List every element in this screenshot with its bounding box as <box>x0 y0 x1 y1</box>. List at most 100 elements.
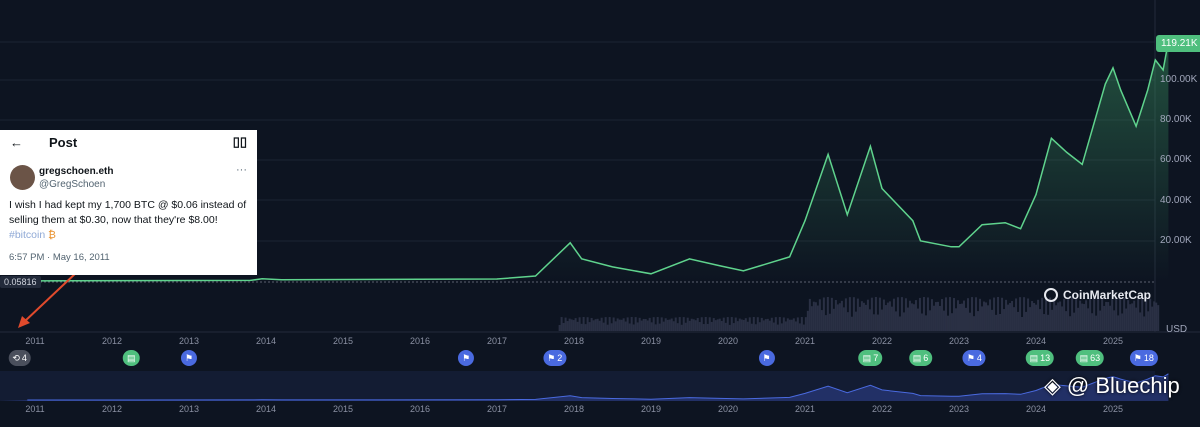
tweet-timestamp[interactable]: 6:57 PM · May 16, 2011 <box>9 252 110 263</box>
volume-bar <box>983 301 986 331</box>
volume-bar <box>1093 297 1096 331</box>
volume-bar <box>776 324 779 331</box>
x-tick: 2013 <box>178 404 200 414</box>
volume-bar <box>832 308 835 331</box>
bluechip-watermark: ◈ @ Bluechip <box>1044 371 1180 401</box>
volume-bar <box>726 317 729 331</box>
volume-bar <box>1135 307 1138 331</box>
x-tick: 2012 <box>101 404 123 414</box>
volume-bar <box>874 297 877 331</box>
volume-bar <box>1131 303 1134 331</box>
volume-bar <box>1037 299 1040 331</box>
volume-bar <box>866 299 869 331</box>
x-tick: 2019 <box>640 336 662 346</box>
reader-icon[interactable]: ▯▯ <box>232 134 247 149</box>
author-handle[interactable]: @GregSchoen <box>39 179 106 190</box>
x-tick: 2012 <box>101 336 123 346</box>
author-name[interactable]: gregschoen.eth <box>39 166 114 177</box>
volume-bar <box>1119 297 1122 331</box>
volume-bar <box>963 300 966 331</box>
data-point <box>1120 89 1122 91</box>
volume-bar <box>676 323 679 331</box>
volume-bar <box>778 317 781 331</box>
event-marker-flag[interactable]: ⚑ <box>458 350 475 366</box>
volume-bar <box>908 300 911 331</box>
volume-bar <box>706 323 709 331</box>
volume-bar <box>654 324 657 331</box>
volume-bar <box>896 297 899 331</box>
hashtag-link[interactable]: #bitcoin <box>9 229 46 241</box>
event-marker-news[interactable]: ▤ 13 <box>1025 350 1055 366</box>
volume-bar <box>796 317 799 331</box>
data-point <box>1135 125 1137 127</box>
volume-bar <box>852 297 855 331</box>
volume-bar <box>1049 297 1052 331</box>
navigator-area <box>0 373 1169 401</box>
volume-bar <box>882 299 885 331</box>
volume-bar <box>1113 310 1116 331</box>
volume-bar <box>768 320 771 331</box>
event-marker-news[interactable]: ▤ 63 <box>1075 350 1105 366</box>
volume-bar <box>710 321 713 331</box>
data-point <box>1004 222 1006 224</box>
x-tick: 2016 <box>409 336 431 346</box>
volume-bar <box>734 317 737 331</box>
event-marker-flag[interactable]: ⚑ 18 <box>1129 350 1158 366</box>
data-point <box>869 145 872 147</box>
x-tick: 2019 <box>640 404 662 414</box>
volume-bar <box>902 312 905 331</box>
x-tick: 2016 <box>409 404 431 414</box>
event-marker-history[interactable]: ⟲ 4 <box>8 350 31 366</box>
volume-bar <box>870 297 873 331</box>
volume-bar <box>766 318 769 331</box>
x-tick: 2022 <box>871 404 893 414</box>
event-marker-news[interactable]: ▤ 7 <box>858 350 883 366</box>
volume-bar <box>562 322 565 331</box>
volume-bar <box>912 304 915 331</box>
data-point <box>981 224 983 226</box>
news-icon: ▤ <box>126 352 136 363</box>
event-marker-flag[interactable]: ⚑ 4 <box>962 350 986 366</box>
volume-bar <box>1145 297 1148 331</box>
volume-bar <box>794 321 797 331</box>
volume-bar <box>1143 316 1146 331</box>
volume-bar <box>704 317 707 331</box>
volume-bar <box>612 317 615 331</box>
volume-bar <box>672 321 675 331</box>
volume-bar <box>610 323 613 331</box>
volume-bar <box>596 318 599 331</box>
volume-bar <box>1059 301 1062 331</box>
volume-bar <box>600 317 603 331</box>
data-point <box>1066 151 1068 153</box>
event-count: 18 <box>1143 353 1154 363</box>
event-marker-flag[interactable]: ⚑ <box>758 350 775 366</box>
volume-bar <box>578 317 581 331</box>
volume-bar <box>959 303 961 331</box>
event-marker-flag[interactable]: ⚑ 2 <box>543 350 567 366</box>
volume-bar <box>622 318 625 331</box>
volume-bar <box>1107 302 1110 331</box>
event-marker-flag[interactable]: ⚑ <box>180 350 198 366</box>
volume-bar <box>975 297 978 331</box>
volume-bar <box>1043 314 1046 331</box>
volume-bar <box>1051 309 1054 331</box>
back-arrow-icon[interactable]: ← <box>10 134 23 150</box>
baseline-price-label: 0.05816 <box>0 276 41 288</box>
more-icon[interactable]: ··· <box>236 164 247 176</box>
event-marker-news[interactable]: ▤ 6 <box>908 350 933 366</box>
data-point <box>581 258 583 260</box>
volume-bar <box>826 297 829 331</box>
volume-bar <box>1063 298 1066 331</box>
volume-bar <box>1139 312 1142 331</box>
event-marker-news[interactable]: ▤ <box>122 350 140 366</box>
tweet-text: I wish I had kept my 1,700 BTC @ $0.06 i… <box>9 198 254 243</box>
avatar[interactable] <box>10 165 35 190</box>
volume-bar <box>712 318 715 331</box>
volume-bar <box>716 319 719 331</box>
volume-bar <box>1041 297 1044 331</box>
data-point <box>1147 89 1149 91</box>
navigator-line <box>27 373 1169 401</box>
volume-bar <box>1075 298 1078 331</box>
x-tick: 2022 <box>871 336 893 346</box>
volume-bar <box>910 303 913 331</box>
